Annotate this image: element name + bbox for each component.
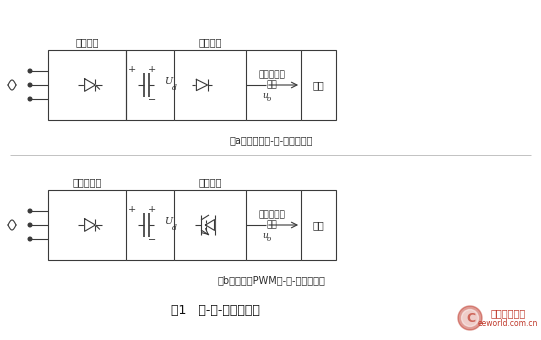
Polygon shape — [84, 219, 95, 231]
Text: 可控整流: 可控整流 — [75, 37, 99, 47]
Text: eeworld.com.cn: eeworld.com.cn — [478, 319, 538, 327]
Text: u: u — [262, 232, 268, 240]
Circle shape — [28, 237, 32, 241]
Bar — [301, 190, 336, 260]
Text: （a）普通型交-直-交变频电路: （a）普通型交-直-交变频电路 — [229, 135, 313, 145]
Polygon shape — [84, 79, 95, 91]
Text: d: d — [171, 84, 176, 92]
Text: 负载: 负载 — [313, 220, 325, 230]
Text: +: + — [128, 204, 136, 214]
Bar — [174, 50, 246, 120]
Text: 逆变电路: 逆变电路 — [198, 177, 222, 187]
Text: 图1   交-直-交变频电路: 图1 交-直-交变频电路 — [170, 304, 260, 317]
Bar — [301, 50, 336, 120]
Bar — [48, 190, 126, 260]
Text: −: − — [148, 237, 156, 245]
Text: u: u — [262, 91, 268, 101]
Text: 电子工程世界: 电子工程世界 — [490, 308, 526, 318]
Text: −: − — [148, 97, 156, 105]
Circle shape — [458, 306, 482, 330]
Text: U: U — [164, 76, 172, 85]
Polygon shape — [196, 80, 208, 90]
Text: 负载: 负载 — [313, 80, 325, 90]
Text: 逆变电路: 逆变电路 — [198, 37, 222, 47]
Text: o: o — [267, 95, 271, 103]
Text: 单相或三相: 单相或三相 — [259, 210, 286, 220]
Text: +: + — [148, 65, 156, 73]
Text: U: U — [164, 217, 172, 225]
Bar — [174, 190, 246, 260]
Circle shape — [28, 209, 32, 213]
Text: +: + — [128, 65, 136, 73]
Text: 不可控整流: 不可控整流 — [72, 177, 102, 187]
Text: +: + — [148, 204, 156, 214]
Circle shape — [461, 309, 478, 326]
Text: o: o — [267, 235, 271, 243]
Text: d: d — [171, 224, 176, 232]
Text: 单相或三相: 单相或三相 — [259, 70, 286, 80]
Circle shape — [28, 83, 32, 87]
Text: （b）电压型PWM交-直-交变频电路: （b）电压型PWM交-直-交变频电路 — [217, 275, 325, 285]
Polygon shape — [206, 220, 214, 231]
Circle shape — [28, 69, 32, 73]
Text: 交流: 交流 — [267, 81, 278, 89]
Text: C: C — [466, 312, 475, 325]
Circle shape — [28, 223, 32, 227]
Circle shape — [28, 97, 32, 101]
Bar — [48, 50, 126, 120]
Text: 交流: 交流 — [267, 221, 278, 230]
